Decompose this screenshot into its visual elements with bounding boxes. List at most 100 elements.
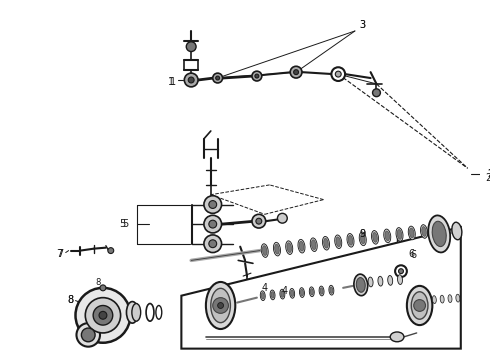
Circle shape [93,306,113,325]
Ellipse shape [347,234,354,247]
Ellipse shape [428,215,450,252]
Ellipse shape [396,228,403,241]
Ellipse shape [126,302,138,323]
Text: 3: 3 [360,20,366,30]
Text: 3: 3 [360,20,366,30]
Ellipse shape [211,288,230,323]
Ellipse shape [420,225,428,238]
Ellipse shape [310,289,313,295]
Circle shape [209,240,217,248]
Circle shape [204,215,221,233]
Ellipse shape [156,306,162,319]
Circle shape [99,311,107,319]
Circle shape [81,328,95,342]
Circle shape [252,214,266,228]
Ellipse shape [290,288,294,298]
Ellipse shape [407,286,432,325]
Ellipse shape [348,235,353,245]
Ellipse shape [319,286,324,296]
Text: 7: 7 [56,248,62,258]
Circle shape [290,66,302,78]
Ellipse shape [368,277,373,287]
Circle shape [398,269,403,274]
Ellipse shape [354,274,368,296]
Circle shape [277,213,287,223]
Text: 8: 8 [68,294,74,305]
Ellipse shape [286,241,293,255]
Ellipse shape [287,243,292,252]
Ellipse shape [432,296,436,303]
Circle shape [204,235,221,253]
Ellipse shape [440,295,444,303]
Ellipse shape [378,276,383,286]
Circle shape [209,201,217,208]
Ellipse shape [336,237,341,247]
Circle shape [209,220,217,228]
Circle shape [294,70,298,75]
Ellipse shape [320,288,323,294]
Ellipse shape [330,287,333,293]
Text: 7: 7 [58,248,64,258]
Circle shape [414,300,425,311]
Ellipse shape [371,230,379,244]
Ellipse shape [335,235,342,248]
Ellipse shape [263,246,267,256]
Ellipse shape [432,221,446,247]
Ellipse shape [397,275,402,284]
Circle shape [255,74,259,78]
Circle shape [75,288,130,343]
Text: 1: 1 [168,77,173,87]
Ellipse shape [299,288,304,297]
Ellipse shape [299,241,304,251]
Text: 6: 6 [409,248,415,258]
Text: 2: 2 [487,169,490,179]
Ellipse shape [281,291,284,297]
Ellipse shape [146,303,154,321]
Circle shape [372,89,380,97]
Circle shape [184,73,198,87]
Ellipse shape [261,293,264,299]
Text: 2: 2 [487,169,490,179]
Polygon shape [181,227,461,348]
Text: 4: 4 [262,283,268,293]
Ellipse shape [300,289,303,296]
Circle shape [216,76,220,80]
Ellipse shape [310,238,317,252]
Ellipse shape [291,290,294,297]
Circle shape [100,285,106,291]
Circle shape [213,298,228,313]
Ellipse shape [273,242,280,256]
Ellipse shape [397,230,402,239]
Text: 4: 4 [281,286,287,296]
Text: 5: 5 [120,219,125,229]
Text: 1: 1 [170,77,175,87]
Ellipse shape [260,291,265,301]
Circle shape [256,218,262,224]
Ellipse shape [298,239,305,253]
Text: 5: 5 [122,219,128,229]
Circle shape [218,302,223,309]
Ellipse shape [361,234,365,244]
Text: 8: 8 [96,278,101,287]
Ellipse shape [456,294,460,302]
Ellipse shape [410,228,414,238]
Ellipse shape [411,292,428,319]
Circle shape [252,71,262,81]
Ellipse shape [270,290,275,300]
Ellipse shape [385,231,390,241]
Text: 8: 8 [68,294,74,305]
Ellipse shape [206,282,235,329]
Text: 9: 9 [360,229,366,239]
Circle shape [335,71,341,77]
Ellipse shape [132,303,141,321]
Ellipse shape [329,285,334,295]
Ellipse shape [422,226,426,236]
Ellipse shape [384,229,391,243]
Ellipse shape [373,233,377,242]
Circle shape [213,73,222,83]
Text: 6: 6 [411,251,417,261]
Circle shape [76,323,100,347]
Ellipse shape [261,244,268,257]
Ellipse shape [408,226,416,240]
Circle shape [85,298,121,333]
